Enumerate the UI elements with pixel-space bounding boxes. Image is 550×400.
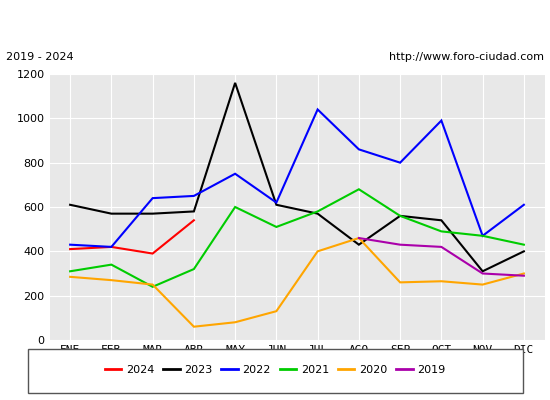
Text: Evolucion Nº Turistas Nacionales en el municipio de Pozal de Gallinas: Evolucion Nº Turistas Nacionales en el m… [3, 15, 547, 29]
Legend: 2024, 2023, 2022, 2021, 2020, 2019: 2024, 2023, 2022, 2021, 2020, 2019 [100, 360, 450, 380]
Text: http://www.foro-ciudad.com: http://www.foro-ciudad.com [389, 52, 544, 62]
FancyBboxPatch shape [28, 349, 522, 394]
Text: 2019 - 2024: 2019 - 2024 [6, 52, 73, 62]
